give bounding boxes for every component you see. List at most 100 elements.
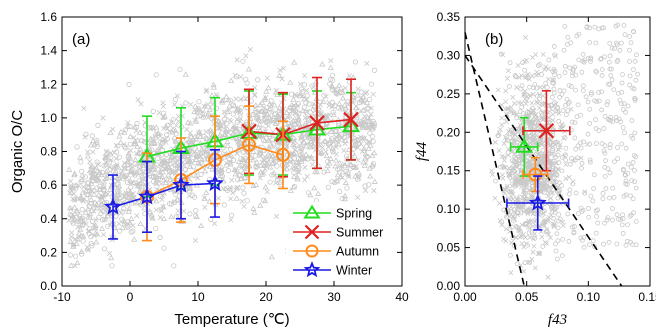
data-point-autumn [242,137,256,152]
data-point-winter [138,187,156,205]
background-point [228,118,234,125]
background-point [217,126,223,132]
background-point [365,106,371,112]
background-point [550,77,556,83]
background-point [499,122,505,128]
background-point [528,218,534,224]
error-bar-winter [142,160,152,233]
background-point [160,114,167,120]
background-point [68,234,75,240]
background-point [128,148,134,154]
background-point [599,67,605,72]
background-point [240,185,246,191]
background-point [263,119,269,125]
background-point [272,110,279,117]
background-point [498,164,503,170]
background-point [188,101,194,107]
background-point [185,145,192,152]
background-point [78,178,84,185]
background-point [598,56,603,62]
background-point [85,247,91,253]
background-point [101,246,107,252]
background-point [172,162,179,168]
background-point [67,252,73,258]
background-point [522,235,528,241]
background-point [90,137,97,143]
background-point [504,75,510,81]
background-point [630,196,636,202]
triangle-boundary-line [464,54,623,287]
background-point [79,251,85,257]
background-point [517,227,522,233]
background-point [168,201,175,207]
background-point [322,113,329,119]
background-point [554,139,560,145]
background-point [335,90,342,96]
background-point [550,170,556,175]
background-point [136,183,143,190]
background-point [267,179,273,185]
background-point [184,119,192,125]
background-point [97,183,103,190]
background-point [82,209,89,215]
background-point [192,103,199,109]
background-point [206,198,213,204]
background-point [590,198,596,204]
panel-b-y-tick-label: 0.25 [437,87,461,101]
background-point [296,142,303,148]
legend-label-winter: Winter [336,264,372,278]
background-point [587,25,593,31]
background-point [300,139,307,145]
background-point [317,102,323,108]
background-point [587,141,593,147]
background-point [587,159,593,165]
background-point [622,130,627,136]
background-point [68,189,75,195]
background-point [502,154,508,160]
background-point [230,111,236,117]
background-point [91,224,99,230]
background-point [126,205,133,212]
background-point [546,187,552,193]
background-point [329,72,336,78]
background-point [188,133,195,140]
background-point [235,138,241,144]
background-point [301,95,308,102]
background-point [257,150,263,156]
background-point [517,109,523,115]
background-point [175,208,181,214]
background-point [513,175,519,181]
background-point [540,244,546,249]
background-point [203,135,210,142]
background-point [148,125,154,132]
background-point [361,116,367,123]
background-point [100,232,107,238]
background-point [102,217,108,223]
background-point [160,215,168,222]
background-point [565,100,571,106]
background-point [507,130,513,136]
error-bar-winter [108,174,118,240]
background-point [605,99,611,105]
background-point [162,179,170,185]
background-point [495,133,501,138]
background-point [100,170,106,176]
background-point [356,99,363,106]
background-point [507,196,513,202]
background-point [237,116,243,122]
background-point [614,118,620,123]
background-point [121,160,128,166]
background-point [516,100,522,106]
background-point [619,89,625,95]
background-point [134,137,141,143]
background-point [153,174,159,180]
background-point [268,115,274,122]
background-point [356,139,362,145]
background-point [170,126,177,133]
background-point [105,210,112,216]
background-point [302,177,308,183]
background-point [323,120,330,126]
background-point [540,157,546,163]
background-point [91,208,97,214]
background-point [223,93,230,99]
